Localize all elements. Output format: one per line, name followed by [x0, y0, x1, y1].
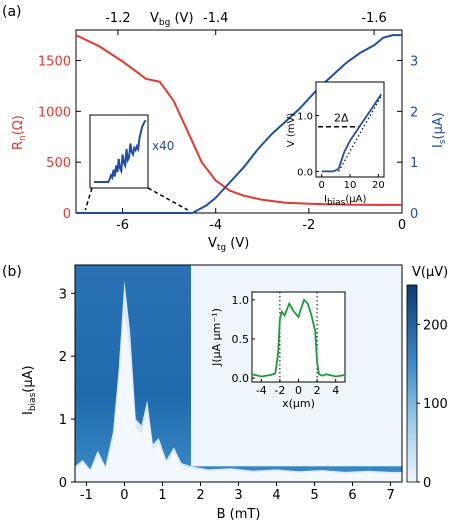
- iv-y-tick-label: 1.0: [297, 112, 313, 123]
- inset-y-axis-label-b: J(μA μm⁻¹): [210, 308, 223, 367]
- iv-x-tick-label: 10: [344, 180, 357, 191]
- y-axis-label-b: Ibias(μA): [21, 365, 38, 415]
- x-axis-label-a: Vtg (V): [208, 236, 249, 253]
- x-tick-label-b: -1: [80, 488, 93, 503]
- left-tick-label-a: 1000: [38, 105, 71, 120]
- iv-y-axis-label: V (mV): [286, 113, 297, 148]
- top-tick-label-a: -1.2: [105, 11, 130, 26]
- iv-inset-frame: [315, 81, 385, 178]
- iv-x-tick-label: 20: [372, 180, 385, 191]
- right-tick-label-a: 1: [410, 156, 418, 171]
- colorbar-tick-label: 0: [423, 476, 431, 491]
- x-tick-label-b: 4: [272, 488, 280, 503]
- x-axis-label-b: B (mT): [217, 507, 261, 522]
- inset-x-axis-label-b: x(μm): [282, 397, 315, 410]
- inset-x-tick-label-b: -2: [274, 384, 285, 397]
- top-axis-label-a: Vbg (V): [150, 11, 194, 28]
- right-tick-label-a: 0: [410, 207, 418, 222]
- panel-b: -1 0 1 2 3 4 5 6 7 B (mT) 0 1 2 3 Ibias(μA) 0 100 200 V(μV…: [21, 264, 448, 522]
- left-tick-label-a: 1500: [38, 55, 71, 70]
- current-density-curve: [251, 298, 346, 378]
- colorbar-label: V(μV): [412, 265, 448, 280]
- y-tick-label-b: 0: [59, 476, 67, 491]
- x-tick-label-b: 5: [310, 488, 318, 503]
- x-tick-label-b: 0: [120, 488, 128, 503]
- right-tick-label-a: 2: [410, 105, 418, 120]
- iv-y-tick-label: 0.0: [297, 167, 313, 178]
- x-tick-label-b: 6: [348, 488, 356, 503]
- fraunhofer-pattern-core: [75, 310, 402, 482]
- iv-x-tick-label: 0: [318, 180, 324, 191]
- x-tick-label-a: -2: [302, 218, 315, 233]
- inset-x-tick-label-b: -4: [256, 384, 267, 397]
- left-tick-label-a: 0: [63, 207, 71, 222]
- x-tick-label-a: -6: [116, 218, 129, 233]
- inset-x-tick-label-b: 4: [332, 384, 339, 397]
- inset-y-tick-label-b: 0.0: [232, 372, 250, 385]
- current-density-inset-frame: [251, 291, 346, 383]
- x-tick-label-b: 7: [386, 488, 394, 503]
- plot-frame-a: [75, 29, 403, 214]
- x-tick-label-a: 0: [398, 218, 406, 233]
- inset-x-tick-label-b: 2: [314, 384, 321, 397]
- zoom-factor-label: x40: [152, 139, 174, 153]
- zoom-connector-right: [147, 187, 189, 211]
- y-tick-label-b: 3: [59, 287, 67, 302]
- colorbar-tick-label: 200: [423, 318, 448, 333]
- colorbar-tick-label: 100: [423, 397, 448, 412]
- zoom-inset-line: [94, 119, 147, 183]
- x-tick-label-a: -4: [209, 218, 222, 233]
- left-tick-label-a: 500: [46, 156, 71, 171]
- right-tick-label-a: 3: [410, 55, 418, 70]
- right-axis-label-a: Is(μA): [431, 112, 448, 148]
- left-axis-label-a: Rn(Ω): [11, 115, 28, 150]
- iv-ohmic-dotted-line: [338, 95, 382, 172]
- x-tick-label-b: 1: [158, 488, 166, 503]
- y-tick-label-b: 1: [59, 413, 67, 428]
- x-tick-label-b: 3: [234, 488, 242, 503]
- inset-y-tick-label-b: 1.0: [232, 294, 250, 307]
- iv-curve: [321, 93, 382, 173]
- panel-b-label: (b): [2, 264, 22, 280]
- iv-x-axis-label: Ibias(μA): [324, 194, 366, 208]
- inset-x-tick-label-b: 0: [295, 384, 302, 397]
- y-tick-label-b: 2: [59, 350, 67, 365]
- top-tick-label-a: -1.4: [203, 11, 228, 26]
- colorbar: [406, 284, 418, 483]
- resistance-line: [75, 34, 402, 206]
- top-tick-label-a: -1.6: [361, 11, 386, 26]
- zoom-inset-frame: [89, 114, 149, 189]
- panel-a-label: (a): [2, 4, 22, 20]
- x-tick-label-b: 2: [196, 488, 204, 503]
- gap-label: 2Δ: [334, 112, 349, 125]
- zoom-connector-left: [84, 187, 93, 211]
- switching-current-line: [76, 34, 402, 214]
- inset-y-tick-label-b: 0.5: [232, 333, 250, 346]
